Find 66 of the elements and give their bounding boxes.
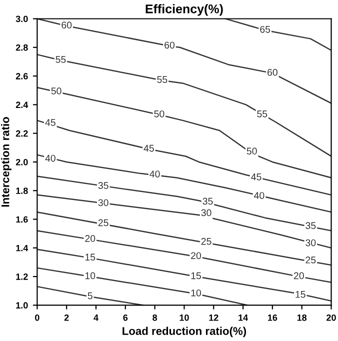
annotation: 25 [306,256,316,264]
x-tick-label: 20 [326,314,336,321]
annotation: 45 [251,174,262,180]
x-tick-label: 2 [64,314,69,321]
line-series [37,176,332,232]
y-tick-label: 1.2 [16,274,28,280]
annotation: 20 [191,252,201,260]
y-tick-label: 3.0 [16,16,28,22]
annotation: 40 [45,154,56,162]
annotation: 25 [98,219,108,226]
line-series [37,211,332,266]
annotation: 15 [296,290,306,298]
annotation: 55 [257,110,268,118]
annotation: 40 [150,170,160,178]
annotation: 20 [85,235,96,242]
annotation: 55 [56,56,66,63]
annotation: 30 [306,239,316,246]
y-tick-label: 2.0 [16,158,28,166]
y-tick-label: 1.0 [16,302,28,309]
y-axis-title: Interception ratio [1,117,12,207]
y-tick-label: 2.2 [16,130,28,137]
x-tick-label: 6 [123,314,128,321]
annotation: 15 [191,272,201,280]
annotation: 60 [164,42,175,49]
annotation: 30 [98,199,108,206]
y-tick-label: 2.4 [16,102,28,108]
x-tick-label: 14 [238,314,248,321]
annotation: 10 [191,289,201,296]
annotation: 35 [306,222,316,230]
annotation: 45 [144,144,154,152]
annotation: 50 [51,88,62,94]
annotation: 45 [45,119,56,126]
annotation: 50 [246,148,257,155]
annotation: 55 [157,76,168,83]
line-series [37,267,248,306]
x-tick-label: 4 [94,314,98,321]
line-series [37,194,332,249]
x-tick-label: 8 [152,314,158,321]
annotation: 20 [294,272,304,280]
x-tick-label: 18 [297,314,307,321]
y-tick-label: 2.8 [16,44,28,51]
x-tick-label: 16 [268,314,278,321]
y-tick-label: 1.4 [16,244,28,252]
line-series [37,86,332,178]
annotation: 35 [98,182,108,189]
annotation: 60 [62,22,72,29]
annotation: 40 [254,192,264,199]
annotation: 35 [202,198,213,205]
x-tick-label: 0 [35,314,40,321]
x-axis-title: Load reduction ratio(%) [122,326,246,338]
annotation: 15 [85,254,96,261]
annotation: 10 [85,272,96,280]
x-tick-label: 10 [180,314,189,321]
annotation: 65 [260,26,270,33]
y-tick-label: 2.6 [16,73,28,80]
chart-title: Efficiency(%) [146,4,223,16]
line-series [224,18,332,51]
x-tick-label: 12 [209,314,218,321]
annotation: 30 [201,209,212,216]
annotation: 50 [154,110,164,118]
annotation: 25 [201,238,212,245]
line-series [37,230,332,283]
line-series [37,248,332,302]
y-tick-label: 1.6 [16,216,28,223]
y-tick-label: 1.8 [16,188,28,194]
annotation: 60 [268,68,278,76]
